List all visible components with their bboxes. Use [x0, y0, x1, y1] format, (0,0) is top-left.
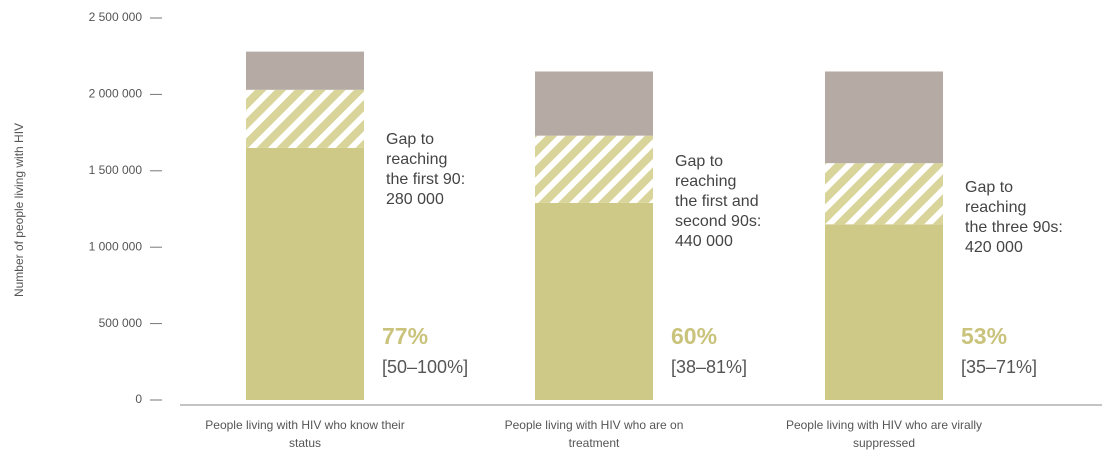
bar-segment [535, 202, 653, 400]
percent-label: 53% [961, 323, 1007, 349]
y-tick-label: 1 500 000 [89, 163, 143, 177]
gap-annotation: 440 000 [675, 233, 733, 250]
range-label: [50–100%] [382, 357, 468, 377]
gap-annotation: the three 90s: [965, 219, 1063, 236]
percent-label: 60% [671, 323, 717, 349]
range-label: [38–81%] [671, 357, 747, 377]
bar-segment [246, 51, 364, 90]
x-tick-label: People living with HIV who are virally s… [785, 418, 983, 450]
bar-segment [246, 147, 364, 400]
gap-annotation: Gap to [965, 179, 1013, 196]
gap-annotation: second 90s: [675, 213, 761, 230]
x-tick-label: People living with HIV who know their st… [205, 418, 405, 450]
bar-segment [825, 163, 943, 225]
range-label: [35–71%] [961, 357, 1037, 377]
percent-label: 77% [382, 323, 428, 349]
gap-annotation: reaching [965, 199, 1026, 216]
y-tick-label: 2 500 000 [89, 10, 143, 24]
y-tick-label: 1 000 000 [89, 239, 143, 253]
bar-segment [535, 71, 653, 136]
gap-annotation: reaching [386, 151, 447, 168]
gap-annotation: the first and [675, 193, 759, 210]
gap-annotation: 280 000 [386, 191, 444, 208]
bar-segment [825, 71, 943, 164]
bar-segment [246, 89, 364, 148]
gap-annotation: Gap to [386, 131, 434, 148]
y-tick-label: 500 000 [99, 316, 143, 330]
gap-annotation: 420 000 [965, 239, 1023, 256]
y-tick-label: 0 [135, 392, 142, 406]
y-tick-label: 2 000 000 [89, 87, 143, 101]
bar-segment [535, 135, 653, 203]
gap-annotation: the first 90: [386, 171, 465, 188]
bar-segment [825, 224, 943, 400]
gap-annotation: reaching [675, 173, 736, 190]
gap-annotation: Gap to [675, 153, 723, 170]
x-tick-label: People living with HIV who are on treatm… [504, 418, 684, 450]
y-axis-label: Number of people living with HIV [12, 123, 26, 297]
